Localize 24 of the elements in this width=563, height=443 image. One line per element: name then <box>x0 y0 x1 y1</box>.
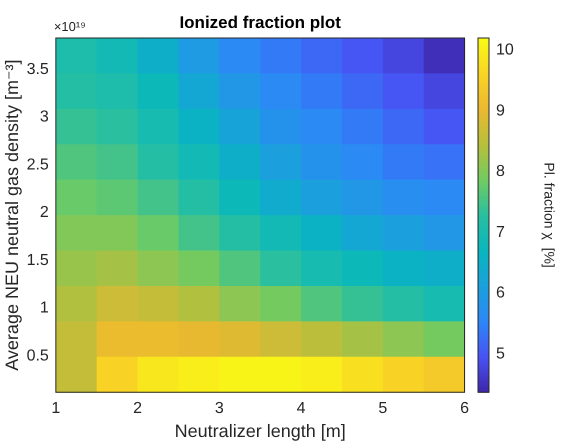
y-tick-label: 3 <box>40 108 49 126</box>
color-bar-label: 7 <box>496 224 505 241</box>
color-bar-label: 5 <box>496 345 505 362</box>
y-tick-label: 0.5 <box>26 347 49 364</box>
x-tick-label: 5 <box>378 400 388 418</box>
x-tick-label: 1 <box>51 400 60 418</box>
y-axis-title: Average NEU neutral gas density [m⁻³] <box>2 59 22 371</box>
x-tick-label: 4 <box>296 400 306 418</box>
text: ×10¹⁹ <box>54 19 86 34</box>
x-tick-label: 2 <box>133 400 142 418</box>
x-axis-title: Neutralizer length [m] <box>174 421 346 442</box>
y-tick-label: 2 <box>40 204 49 222</box>
color-bar-label: 10 <box>496 42 514 59</box>
y-tick-label: 1.5 <box>26 252 49 269</box>
chart-title: Ionized fraction plot <box>179 13 342 32</box>
color-bar-title: Pl. fraction χ [%] <box>542 162 558 268</box>
x-tick-label: 3 <box>214 400 224 418</box>
y-tick-label: 2.5 <box>26 156 49 174</box>
y-tick-label: 3.5 <box>26 60 49 78</box>
y-tick-label: 1 <box>40 300 49 317</box>
color-bar-label: 8 <box>496 163 505 180</box>
color-bar-label: 9 <box>496 102 505 120</box>
x-tick-label: 6 <box>460 400 470 418</box>
color-bar-label: 6 <box>496 284 505 302</box>
